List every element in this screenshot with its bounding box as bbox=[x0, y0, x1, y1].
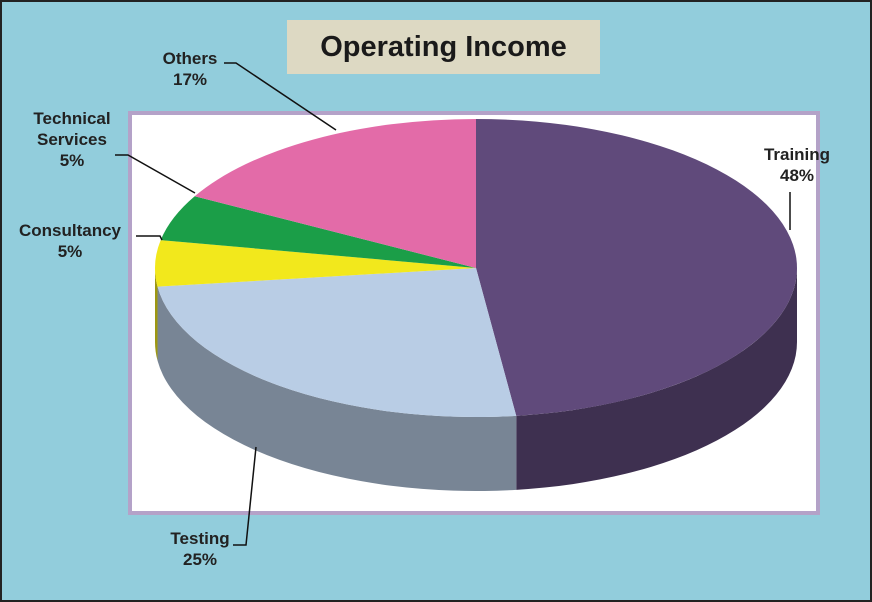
data-label: Consultancy 5% bbox=[0, 220, 140, 262]
category-label: Testing bbox=[170, 529, 230, 548]
category-label: Technical Services bbox=[33, 109, 111, 149]
value-label: 5% bbox=[59, 151, 85, 170]
value-label: 5% bbox=[57, 242, 83, 261]
data-label: Testing 25% bbox=[145, 528, 255, 570]
category-label: Consultancy bbox=[18, 221, 122, 240]
leader-line bbox=[136, 235, 163, 241]
slice-side bbox=[516, 268, 797, 490]
leader-line bbox=[115, 154, 196, 194]
slice-side bbox=[157, 286, 517, 492]
value-label: 17% bbox=[172, 70, 208, 89]
data-label: Others 17% bbox=[135, 48, 245, 90]
slice bbox=[160, 196, 476, 268]
value-label: 25% bbox=[182, 550, 218, 569]
slice bbox=[194, 118, 476, 268]
data-label: Training 48% bbox=[742, 144, 852, 186]
category-label: Others bbox=[162, 49, 218, 68]
slice-side bbox=[155, 268, 158, 361]
pie bbox=[155, 118, 798, 492]
slice bbox=[155, 240, 476, 287]
leader-line bbox=[233, 446, 257, 546]
chart-title: Operating Income bbox=[287, 20, 600, 74]
slice bbox=[157, 268, 517, 417]
data-label: Technical Services 5% bbox=[12, 108, 132, 171]
value-label: 48% bbox=[779, 166, 815, 185]
category-label: Training bbox=[763, 145, 831, 164]
slice bbox=[476, 119, 798, 416]
leader-lines bbox=[115, 62, 791, 546]
leader-line bbox=[224, 62, 337, 131]
